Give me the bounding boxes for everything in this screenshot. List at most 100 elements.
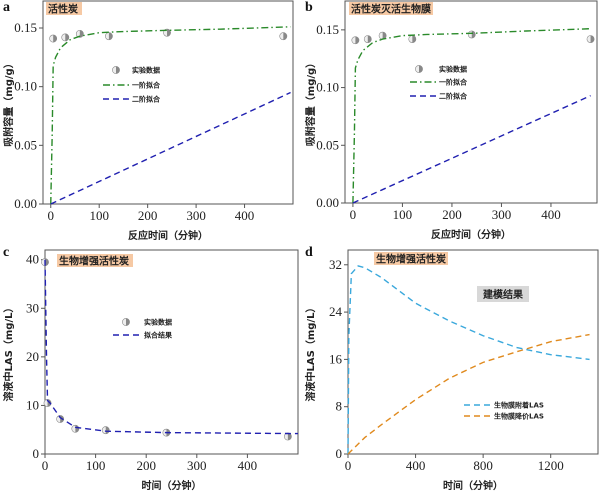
y-axis-label: 吸附容量（mg/g） [2,58,15,146]
y-tick-label: 0.10 [316,80,339,95]
legend-marker-half [126,318,130,326]
legend-label: 实验数据 [439,65,467,74]
y-tick-label: 0.10 [14,79,37,94]
y-tick-label: 0.15 [316,22,339,37]
x-axis-label: 时间（分钟） [443,479,503,492]
y-tick-label: 32 [329,257,342,272]
data-point-half [45,258,49,266]
x-tick-label: 400 [235,208,255,223]
legend-label: 实验数据 [132,66,160,75]
y-tick-label: 0.05 [14,137,37,152]
sample-tag: 活性炭灭活生物膜 [351,3,431,16]
data-point-half [355,36,359,44]
legend-label: 拟合结果 [144,331,172,340]
data-point-half [75,425,79,433]
legend-label: 一阶拟合 [132,81,161,90]
data-point-half [590,35,595,43]
x-tick-label: 800 [473,458,493,473]
panel-letter: d [305,245,313,260]
data-point-half [65,33,69,41]
y-tick-label: 0.00 [316,195,339,210]
x-tick-label: 100 [89,208,109,223]
data-point-half [105,426,110,434]
y-tick-label: 0 [33,446,40,461]
x-tick-label: 0 [345,458,352,473]
y-axis-label: 溶液中LAS（mg/L） [2,303,15,402]
sample-tag-bg [349,2,433,15]
legend-label: 实验数据 [144,318,172,327]
panel-c: c 0 100 200 300 400 0 10 20 30 40 时间（分钟） 溶液中LAS（mg/L… [2,245,299,492]
sample-tag-bg [374,252,448,265]
x-axis-label: 时间（分钟） [142,479,202,492]
sample-tag: 生物增强活性炭 [376,253,446,266]
legend-label: 二阶拟合 [132,95,161,104]
series-line [347,265,590,455]
data-point-half [283,32,287,40]
sample-tag-bg [57,254,133,267]
plot-frame [347,249,599,455]
x-tick-label: 300 [186,208,206,223]
panel-d: d 0 400 800 1200 0 8 16 24 32 时间（分钟） 溶液中LAS（mg/L） 生物… [304,245,599,492]
y-tick-label: 0 [336,446,343,461]
data-point-half [412,35,416,43]
panel-b: b 0 100 200 300 400 0.00 0.05 0.10 0.15 反应时间（分钟） 吸附… [304,0,598,241]
legend-label: 生物膜附着LAS [494,401,544,410]
plot-frame [42,0,294,205]
y-tick-label: 30 [26,300,39,315]
x-tick-label: 0 [42,458,49,473]
series-line [50,91,291,205]
data-point-half [287,432,292,441]
plot-frame [44,249,299,455]
x-tick-label: 1200 [538,458,564,473]
y-tick-label: 0.15 [14,20,37,35]
sample-tag: 生物增强活性炭 [59,255,129,268]
data-point-half [79,30,84,38]
x-tick-label: 400 [541,207,561,222]
x-tick-label: 0 [350,207,357,222]
y-tick-label: 20 [26,349,39,364]
series-line [50,26,291,205]
x-tick-label: 400 [406,458,426,473]
x-tick-label: 300 [492,207,512,222]
x-axis-label: 反应时间（分钟） [128,229,208,242]
x-tick-label: 200 [136,458,156,473]
legend-marker-half [419,65,423,73]
data-point-half [367,35,372,43]
panel-letter: a [3,0,10,15]
data-point-half [471,30,476,39]
panel-letter: c [3,245,9,260]
x-tick-label: 300 [187,458,207,473]
series-line [352,28,591,204]
y-tick-label: 40 [26,252,39,267]
legend-label: 一阶拟合 [439,78,468,87]
x-tick-label: 400 [238,458,258,473]
plot-frame [344,0,598,204]
legend-label: 二阶拟合 [439,92,468,101]
data-point-half [108,32,113,40]
data-point-half [167,29,171,37]
legend-marker-half [116,66,120,74]
x-tick-label: 100 [86,458,106,473]
series-line [44,259,299,435]
series-line [347,333,590,455]
note-label: 建模结果 [482,288,524,301]
panel-a: a 0 100 200 300 400 0.00 0.05 0.10 0.15 反应时间（分钟） 吸附… [2,0,294,242]
note-bg [477,286,529,302]
y-tick-label: 0.05 [316,137,339,152]
legend-label: 生物膜降价LAS [494,412,544,421]
y-tick-label: 8 [336,399,343,414]
y-tick-label: 0.00 [14,196,37,211]
x-tick-label: 0 [48,208,55,223]
y-tick-label: 16 [329,351,343,366]
x-tick-label: 100 [393,207,413,222]
sample-tag-bg [46,2,82,15]
y-tick-label: 10 [26,397,39,412]
y-axis-label: 溶液中LAS（mg/L） [304,303,317,402]
x-tick-label: 200 [138,208,158,223]
x-axis-label: 反应时间（分钟） [431,228,511,241]
data-point-half [53,34,57,43]
x-tick-label: 200 [442,207,462,222]
y-tick-label: 24 [329,304,343,319]
y-axis-label: 吸附容量（mg/g） [304,58,317,146]
